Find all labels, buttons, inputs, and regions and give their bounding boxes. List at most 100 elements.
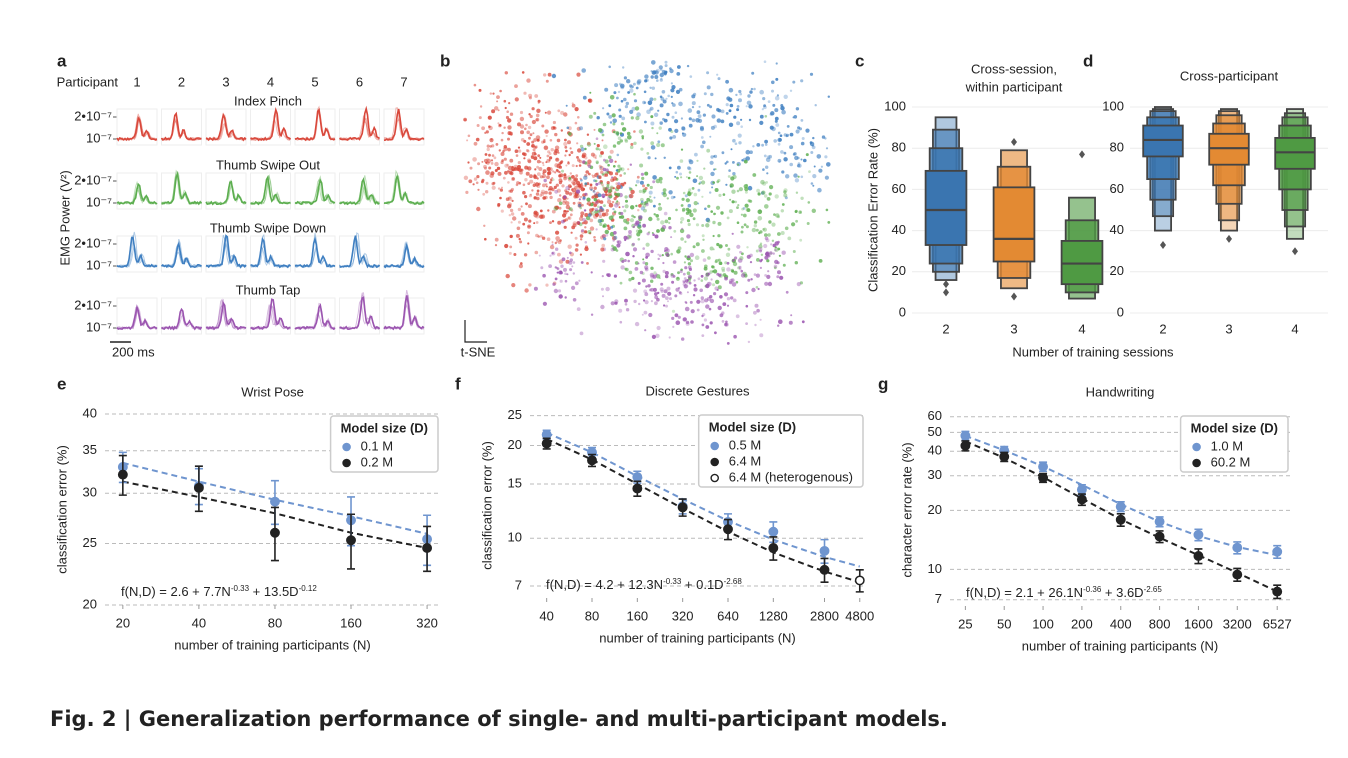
embedding-point	[551, 241, 554, 244]
embedding-point	[652, 233, 655, 236]
embedding-point	[611, 113, 616, 118]
embedding-point	[749, 90, 753, 94]
embedding-point	[679, 159, 684, 163]
embedding-point	[553, 206, 558, 211]
embedding-point	[543, 73, 547, 77]
embedding-point	[747, 199, 751, 203]
embedding-point	[676, 176, 679, 180]
embedding-point	[485, 170, 490, 175]
embedding-point	[584, 213, 589, 217]
embedding-point	[477, 188, 480, 191]
embedding-point	[566, 210, 569, 213]
embedding-point	[621, 260, 625, 263]
legend-title: Model size (D)	[341, 420, 428, 435]
embedding-point	[777, 232, 781, 236]
embedding-point	[750, 87, 754, 91]
embedding-point	[756, 143, 761, 147]
embedding-point	[630, 142, 634, 146]
embedding-point	[688, 171, 692, 174]
embedding-point	[541, 124, 545, 128]
embedding-point	[722, 193, 726, 196]
embedding-point	[642, 223, 646, 228]
embedding-point	[652, 274, 657, 279]
y-tick-label: 2•10⁻⁷	[74, 297, 112, 312]
embedding-point	[526, 231, 530, 235]
embedding-point	[686, 64, 690, 68]
embedding-point	[722, 273, 727, 277]
embedding-point	[626, 221, 630, 225]
embedding-point	[685, 207, 690, 212]
embedding-point	[628, 235, 632, 239]
embedding-point	[518, 168, 522, 172]
embedding-point	[583, 209, 587, 212]
embedding-point	[786, 125, 790, 128]
embedding-point	[517, 149, 522, 153]
embedding-point	[664, 271, 669, 275]
legend-marker	[342, 442, 351, 452]
embedding-point	[494, 161, 499, 167]
embedding-point	[647, 284, 651, 288]
embedding-point	[730, 296, 734, 300]
embedding-point	[509, 171, 514, 176]
embedding-point	[567, 132, 572, 136]
embedding-point	[535, 117, 540, 122]
embedding-point	[592, 190, 596, 193]
outlier	[1226, 234, 1232, 243]
embedding-point	[526, 142, 531, 146]
embedding-point	[571, 103, 576, 108]
embedding-point	[781, 109, 786, 115]
embedding-point	[727, 247, 731, 251]
fit-line	[122, 461, 428, 535]
embedding-point	[693, 201, 698, 206]
embedding-point	[677, 315, 681, 319]
fit-equation: f(N,D) = 2.6 + 7.7N-0.33 + 13.5D-0.12	[121, 584, 317, 600]
embedding-point	[565, 104, 568, 107]
embedding-point	[797, 162, 801, 165]
embedding-point	[663, 289, 668, 294]
embedding-point	[714, 331, 717, 335]
embedding-point	[504, 71, 508, 75]
embedding-point	[534, 182, 540, 187]
data-point	[854, 575, 865, 586]
embedding-point	[559, 173, 564, 178]
embedding-point	[619, 281, 623, 285]
legend-label: 6.4 M (heterogenous)	[729, 469, 853, 484]
embedding-point	[644, 292, 649, 297]
embedding-point	[781, 250, 786, 255]
embedding-point	[584, 245, 589, 249]
y-tick-label: 60	[892, 181, 906, 196]
embedding-point	[794, 209, 798, 213]
embedding-point	[766, 172, 769, 175]
embedding-point	[579, 195, 583, 199]
embedding-point	[789, 145, 794, 150]
embedding-point	[576, 126, 581, 131]
x-tick-label: 320	[672, 608, 694, 623]
embedding-point	[630, 116, 634, 120]
embedding-point	[579, 234, 584, 238]
embedding-point	[676, 249, 681, 254]
embedding-point	[534, 168, 537, 171]
embedding-point	[629, 218, 635, 223]
embedding-point	[617, 182, 621, 186]
embedding-point	[625, 308, 630, 312]
embedding-point	[825, 147, 829, 150]
y-tick-label: 40	[928, 443, 942, 458]
embedding-point	[558, 165, 563, 169]
embedding-point	[562, 213, 567, 218]
embedding-point	[635, 116, 640, 121]
embedding-point	[587, 141, 591, 146]
embedding-point	[506, 163, 509, 167]
embedding-point	[531, 119, 537, 125]
x-axis-label: number of training participants (N)	[174, 637, 371, 652]
cell-grid	[250, 108, 291, 146]
embedding-point	[568, 260, 573, 265]
embedding-point	[624, 204, 629, 209]
embedding-point	[545, 79, 549, 83]
embedding-point	[764, 194, 768, 198]
embedding-point	[824, 175, 830, 180]
embedding-point	[717, 285, 722, 290]
embedding-point	[707, 204, 711, 208]
embedding-axes	[464, 320, 487, 343]
